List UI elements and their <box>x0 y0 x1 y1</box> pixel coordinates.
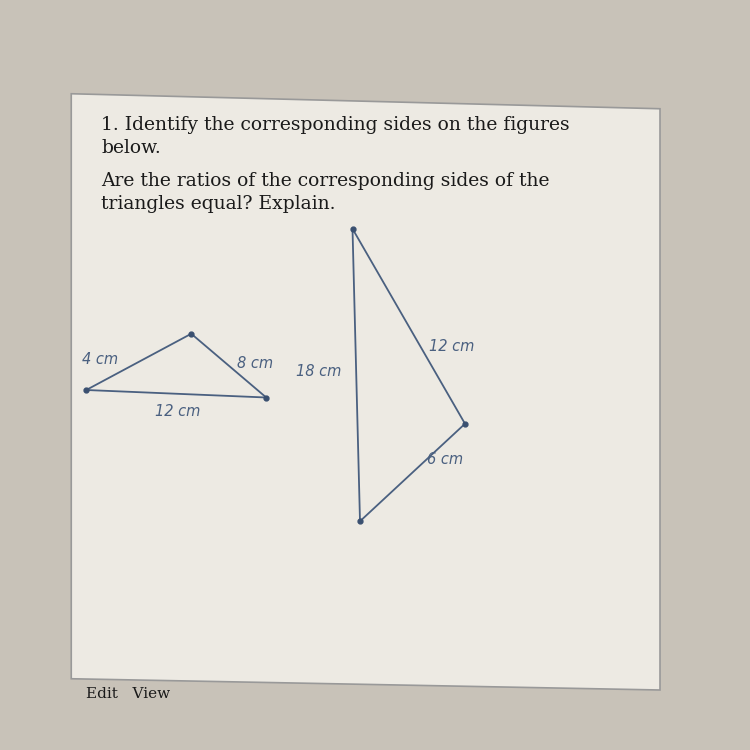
Text: Are the ratios of the corresponding sides of the: Are the ratios of the corresponding side… <box>101 172 550 190</box>
Text: 18 cm: 18 cm <box>296 364 341 379</box>
Text: 4 cm: 4 cm <box>82 352 118 368</box>
Text: 1. Identify the corresponding sides on the figures: 1. Identify the corresponding sides on t… <box>101 116 570 134</box>
Text: 12 cm: 12 cm <box>155 404 200 418</box>
Text: triangles equal? Explain.: triangles equal? Explain. <box>101 195 336 213</box>
Text: 12 cm: 12 cm <box>429 339 474 354</box>
Text: 8 cm: 8 cm <box>237 356 273 370</box>
Text: Edit   View: Edit View <box>86 687 170 701</box>
Text: 6 cm: 6 cm <box>427 452 464 466</box>
Text: below.: below. <box>101 139 161 157</box>
Polygon shape <box>71 94 660 690</box>
